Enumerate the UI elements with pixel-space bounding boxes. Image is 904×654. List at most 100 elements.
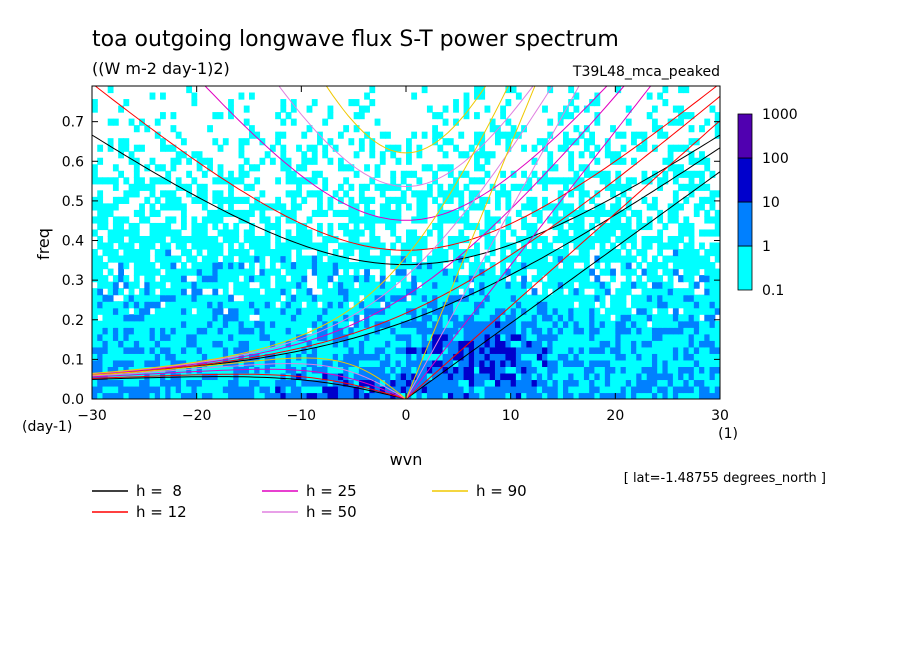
spectrum-cell: [542, 249, 548, 257]
spectrum-cell: [646, 392, 653, 399]
spectrum-cell: [416, 353, 423, 361]
spectrum-cell: [604, 170, 611, 178]
spectrum-cell: [290, 379, 297, 387]
spectrum-cell: [641, 255, 648, 263]
spectrum-cell: [604, 144, 611, 152]
spectrum-cell: [296, 301, 302, 309]
spectrum-cell: [636, 222, 643, 231]
spectrum-cell: [118, 255, 124, 263]
spectrum-cell: [500, 372, 507, 381]
spectrum-cell: [212, 235, 219, 244]
spectrum-cell: [651, 125, 658, 133]
spectrum-cell: [212, 138, 219, 146]
spectrum-cell: [688, 138, 695, 146]
spectrum-cell: [599, 366, 606, 374]
spectrum-cell: [563, 359, 569, 367]
spectrum-cell: [285, 242, 292, 250]
spectrum-cell: [547, 340, 554, 348]
spectrum-cell: [468, 203, 475, 211]
spectrum-cell: [620, 301, 627, 309]
spectrum-cell: [594, 275, 601, 283]
spectrum-cell: [228, 242, 234, 250]
spectrum-cell: [604, 229, 611, 237]
spectrum-cell: [379, 190, 386, 198]
spectrum-cell: [191, 222, 198, 231]
spectrum-cell: [374, 392, 381, 399]
spectrum-cell: [374, 301, 381, 309]
spectrum-cell: [280, 203, 287, 211]
spectrum-cell: [353, 307, 360, 315]
spectrum-cell: [102, 359, 109, 367]
spectrum-cell: [636, 131, 643, 139]
spectrum-cell: [296, 229, 302, 237]
spectrum-cell: [458, 392, 465, 399]
spectrum-cell: [453, 359, 459, 367]
spectrum-cell: [254, 307, 261, 315]
spectrum-cell: [296, 262, 302, 270]
spectrum-cell: [170, 164, 177, 172]
spectrum-cell: [317, 275, 323, 283]
spectrum-cell: [348, 327, 355, 335]
spectrum-cell: [186, 190, 193, 198]
spectrum-cell: [484, 314, 491, 322]
spectrum-cell: [604, 320, 611, 328]
spectrum-cell: [175, 294, 182, 302]
spectrum-cell: [563, 346, 569, 354]
spectrum-cell: [453, 333, 459, 341]
spectrum-cell: [269, 366, 276, 374]
spectrum-cell: [180, 353, 187, 361]
spectrum-cell: [683, 346, 690, 354]
spectrum-cell: [515, 320, 522, 328]
spectrum-cell: [678, 327, 684, 335]
spectrum-cell: [432, 125, 438, 133]
spectrum-cell: [489, 151, 496, 159]
spectrum-cell: [228, 249, 234, 257]
spectrum-cell: [641, 242, 648, 250]
spectrum-cell: [604, 222, 611, 231]
spectrum-cell: [269, 340, 276, 348]
spectrum-cell: [536, 275, 543, 283]
spectrum-cell: [521, 320, 527, 328]
spectrum-cell: [552, 346, 559, 354]
spectrum-cell: [474, 372, 480, 381]
spectrum-cell: [379, 333, 386, 341]
spectrum-cell: [264, 242, 271, 250]
spectrum-cell: [552, 209, 559, 218]
spectrum-cell: [589, 346, 595, 354]
spectrum-cell: [186, 385, 193, 394]
spectrum-cell: [662, 301, 669, 309]
spectrum-cell: [484, 242, 491, 250]
spectrum-cell: [343, 288, 350, 296]
spectrum-cell: [133, 229, 140, 237]
spectrum-cell: [165, 327, 172, 335]
spectrum-cell: [526, 353, 533, 361]
spectrum-cell: [296, 314, 302, 322]
spectrum-cell: [374, 314, 381, 322]
spectrum-cell: [165, 268, 172, 276]
spectrum-cell: [453, 314, 459, 322]
spectrum-cell: [97, 333, 104, 341]
spectrum-cell: [583, 379, 590, 387]
spectrum-cell: [92, 359, 98, 367]
spectrum-cell: [353, 288, 360, 296]
spectrum-cell: [317, 392, 323, 399]
spectrum-cell: [160, 307, 166, 315]
spectrum-cell: [484, 255, 491, 263]
spectrum-cell: [212, 301, 219, 309]
spectrum-cell: [228, 170, 234, 178]
spectrum-cell: [201, 320, 208, 328]
spectrum-cell: [243, 281, 250, 289]
spectrum-cell: [589, 99, 595, 107]
spectrum-cell: [254, 372, 261, 381]
spectrum-cell: [474, 359, 480, 367]
spectrum-cell: [578, 275, 585, 283]
spectrum-cell: [620, 222, 627, 231]
spectrum-cell: [510, 340, 517, 348]
spectrum-cell: [358, 105, 365, 113]
spectrum-cell: [688, 314, 695, 322]
spectrum-cell: [578, 307, 585, 315]
spectrum-cell: [275, 333, 281, 341]
spectrum-cell: [416, 294, 423, 302]
spectrum-cell: [568, 294, 575, 302]
spectrum-cell: [531, 301, 538, 309]
